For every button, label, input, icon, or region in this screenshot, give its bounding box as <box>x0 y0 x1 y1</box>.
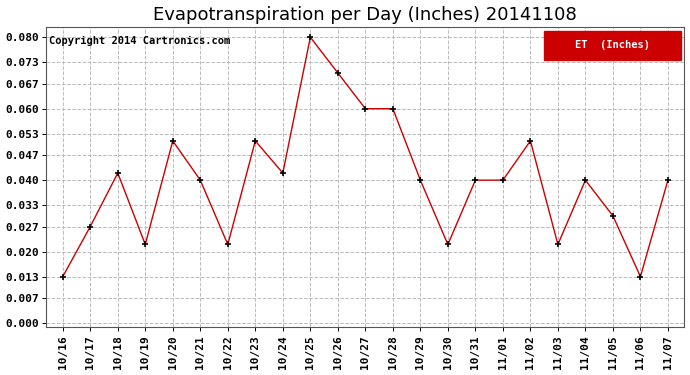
FancyBboxPatch shape <box>544 31 681 60</box>
Text: ET  (Inches): ET (Inches) <box>575 40 650 50</box>
Text: Copyright 2014 Cartronics.com: Copyright 2014 Cartronics.com <box>50 36 230 45</box>
Title: Evapotranspiration per Day (Inches) 20141108: Evapotranspiration per Day (Inches) 2014… <box>153 6 578 24</box>
